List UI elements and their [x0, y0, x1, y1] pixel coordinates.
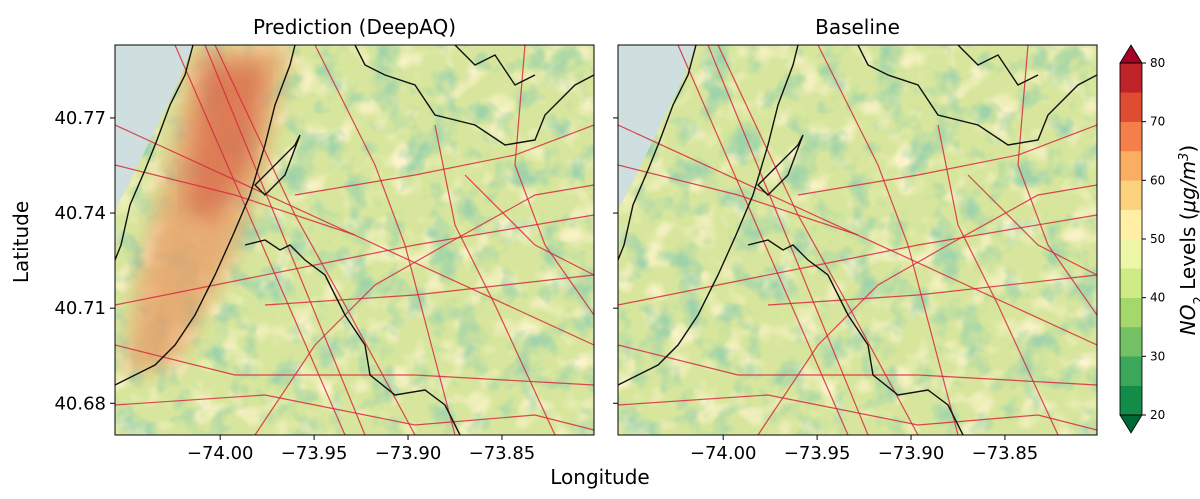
colorbar-over: [1120, 45, 1142, 63]
colorbar-band: [1120, 386, 1142, 415]
colorbar-tick-label: 40: [1150, 291, 1165, 305]
figure: Longitude Latitude NO2 Levels (μg/m3) Pr…: [0, 0, 1200, 495]
label-part: NO: [1176, 305, 1200, 336]
x-tick-label: −73.95: [784, 443, 851, 464]
colorbar-band: [1120, 239, 1142, 268]
page: {"chart_data": [ {"type": "heatmap", "ti…: [0, 0, 1200, 499]
colorbar-under: [1120, 415, 1142, 433]
panel-title: Baseline: [815, 15, 900, 39]
x-tick-label: −73.90: [375, 443, 442, 464]
label-part: 2: [1192, 296, 1200, 304]
x-tick-label: −74.00: [690, 443, 757, 464]
y-tick-label: 40.74: [54, 203, 106, 224]
x-tick-label: −74.00: [187, 443, 254, 464]
map: [115, 45, 594, 435]
x-tick-label: −73.85: [972, 443, 1039, 464]
x-axis-label: Longitude: [550, 465, 649, 489]
colorbar-band: [1120, 298, 1142, 327]
y-tick-label: 40.77: [54, 108, 106, 129]
map-content: [618, 45, 1097, 435]
colorbar-tick-label: 70: [1150, 115, 1165, 129]
colorbar-band: [1120, 92, 1142, 121]
colorbar-tick-label: 20: [1150, 408, 1165, 422]
x-tick-label: −73.85: [469, 443, 536, 464]
panel-title: Prediction (DeepAQ): [253, 15, 456, 39]
label-part: Levels (: [1176, 213, 1200, 297]
y-axis-label: Latitude: [9, 201, 33, 283]
label-part: 3: [1177, 153, 1192, 161]
x-tick-label: −73.90: [878, 443, 945, 464]
colorbar-band: [1120, 356, 1142, 385]
label-part: ): [1176, 145, 1200, 153]
colorbar-label: NO2 Levels (μg/m3): [1176, 145, 1200, 335]
colorbar-band: [1120, 180, 1142, 209]
colorbar-band: [1120, 63, 1142, 92]
map-content: [115, 45, 594, 435]
colorbar-band: [1120, 122, 1142, 151]
map: [618, 45, 1097, 435]
y-tick-label: 40.71: [54, 298, 106, 319]
colorbar-tick-label: 80: [1150, 56, 1165, 70]
colorbar-tick-label: 60: [1150, 173, 1165, 187]
x-tick-label: −73.95: [281, 443, 348, 464]
colorbar-tick-label: 30: [1150, 349, 1165, 363]
colorbar-band: [1120, 268, 1142, 297]
y-tick-label: 40.68: [54, 393, 106, 414]
colorbar-band: [1120, 151, 1142, 180]
label-part: μg/m: [1176, 161, 1200, 214]
colorbar-band: [1120, 210, 1142, 239]
colorbar-band: [1120, 327, 1142, 356]
colorbar-tick-label: 50: [1150, 232, 1165, 246]
field-texture: [618, 45, 1097, 435]
